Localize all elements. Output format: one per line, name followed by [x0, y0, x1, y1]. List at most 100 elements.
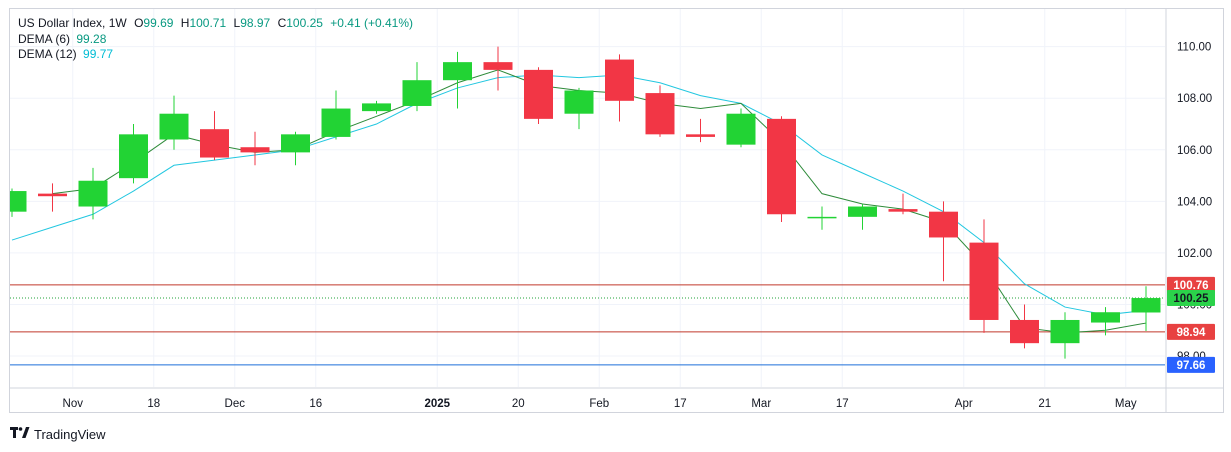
dema6-label: DEMA (6) [18, 31, 71, 46]
x-tick-label: 17 [674, 398, 687, 410]
x-tick-label: 20 [512, 398, 525, 410]
candle-body [807, 216, 837, 219]
candle[interactable] [929, 201, 958, 282]
candle[interactable] [767, 116, 796, 222]
candle[interactable] [969, 219, 999, 333]
low-tag [1167, 356, 1215, 373]
candle[interactable] [848, 203, 877, 230]
candle-body [524, 69, 553, 119]
high-key: H [180, 16, 190, 30]
resistance-tag [1167, 276, 1215, 293]
candle[interactable] [1091, 307, 1120, 336]
low-value: 98.97 [240, 16, 271, 30]
dema12-value: 99.77 [83, 47, 114, 61]
x-tick-label: Feb [589, 398, 609, 410]
candle-body [1050, 319, 1080, 344]
candle-body [564, 90, 594, 114]
x-tick-label: Nov [63, 398, 84, 410]
candle-body [402, 80, 432, 106]
candle-body [240, 147, 270, 153]
x-tick-label: Dec [225, 398, 246, 410]
chart-frame [9, 8, 1224, 413]
candle-body [645, 93, 675, 135]
candle[interactable] [362, 100, 391, 114]
resistance-tag-label: 100.76 [1173, 280, 1208, 292]
legend-dema12-row[interactable]: DEMA (12) 99.77 [18, 47, 413, 63]
candle[interactable] [443, 51, 472, 109]
candle[interactable] [524, 67, 553, 125]
candle-body [1091, 312, 1120, 323]
candle[interactable] [10, 188, 27, 217]
candle[interactable] [321, 90, 351, 140]
x-tick-label: Apr [955, 398, 973, 410]
close-key: C [277, 16, 287, 30]
dema6-line[interactable] [52, 69, 1147, 334]
candle-body [767, 118, 796, 215]
grid [10, 8, 1165, 387]
candle[interactable] [645, 85, 675, 137]
candle[interactable] [1131, 286, 1161, 332]
dema6-value: 99.28 [76, 31, 107, 46]
x-tick-label: 2025 [424, 398, 450, 410]
tradingview-logo-icon [10, 427, 30, 442]
support-tag [1167, 323, 1215, 340]
low-tag-label: 97.66 [1177, 360, 1206, 372]
candle-body [38, 193, 67, 197]
axes: 110.00108.00106.00104.00102.00100.0098.0… [9, 0, 1231, 452]
candle[interactable] [1050, 312, 1080, 359]
candle[interactable] [200, 111, 229, 161]
candle[interactable] [564, 87, 594, 130]
candle[interactable] [159, 95, 189, 150]
candle[interactable] [726, 108, 756, 148]
x-tick-label: 18 [147, 398, 160, 410]
price-axis-bg [1166, 0, 1231, 452]
legend-ohlc-row: US Dollar Index, 1W O99.69 H100.71 L98.9… [18, 16, 414, 30]
candle[interactable] [807, 206, 837, 230]
brand[interactable]: TradingView [10, 427, 106, 442]
candle-body [281, 134, 310, 153]
candle-body [929, 211, 958, 238]
legend: US Dollar Index, 1W O99.69 H100.71 L98.9… [18, 16, 413, 63]
candle[interactable] [119, 124, 148, 184]
candle[interactable] [78, 167, 108, 220]
candle-body [1010, 319, 1039, 344]
candle-body [1131, 298, 1161, 313]
last-price-tag-label: 100.25 [1173, 293, 1209, 305]
candle-body [848, 206, 877, 217]
y-tick-label: 108.00 [1177, 93, 1212, 105]
low-key: L [233, 16, 241, 30]
x-tick-label: 16 [309, 398, 322, 410]
candle-body [10, 191, 27, 212]
change-value: +0.41 (+0.41%) [330, 16, 414, 30]
candle-body [686, 134, 715, 137]
candle-body [200, 129, 229, 158]
candle-body [605, 59, 634, 101]
candle-body [119, 134, 148, 179]
symbol-name[interactable]: US Dollar Index [18, 16, 103, 30]
candle-body [321, 108, 351, 137]
candle[interactable] [483, 46, 513, 91]
candle-body [888, 209, 918, 212]
price-tags: 100.76 98.94 97.66 100.25 [1167, 276, 1215, 373]
dema12-label: DEMA (12) [18, 47, 77, 61]
open-key: O [134, 16, 144, 30]
candle-body [159, 113, 189, 140]
candle-body [78, 180, 108, 207]
open-value: 99.69 [143, 16, 174, 30]
brand-name: TradingView [34, 427, 106, 442]
candles[interactable] [10, 46, 1161, 359]
candle[interactable] [38, 183, 67, 212]
candle[interactable] [605, 54, 634, 122]
high-value: 100.71 [189, 16, 227, 30]
candle[interactable] [240, 131, 270, 166]
candle[interactable] [888, 193, 918, 215]
candle[interactable] [1010, 304, 1039, 349]
x-tick-label: Mar [751, 398, 771, 410]
interval[interactable]: 1W [108, 16, 127, 30]
legend-dema6-row[interactable]: DEMA (6) 99.28 [18, 32, 413, 48]
x-tick-label: 17 [836, 398, 849, 410]
candle[interactable] [402, 62, 432, 112]
candle[interactable] [281, 131, 310, 166]
candle[interactable] [686, 118, 715, 143]
